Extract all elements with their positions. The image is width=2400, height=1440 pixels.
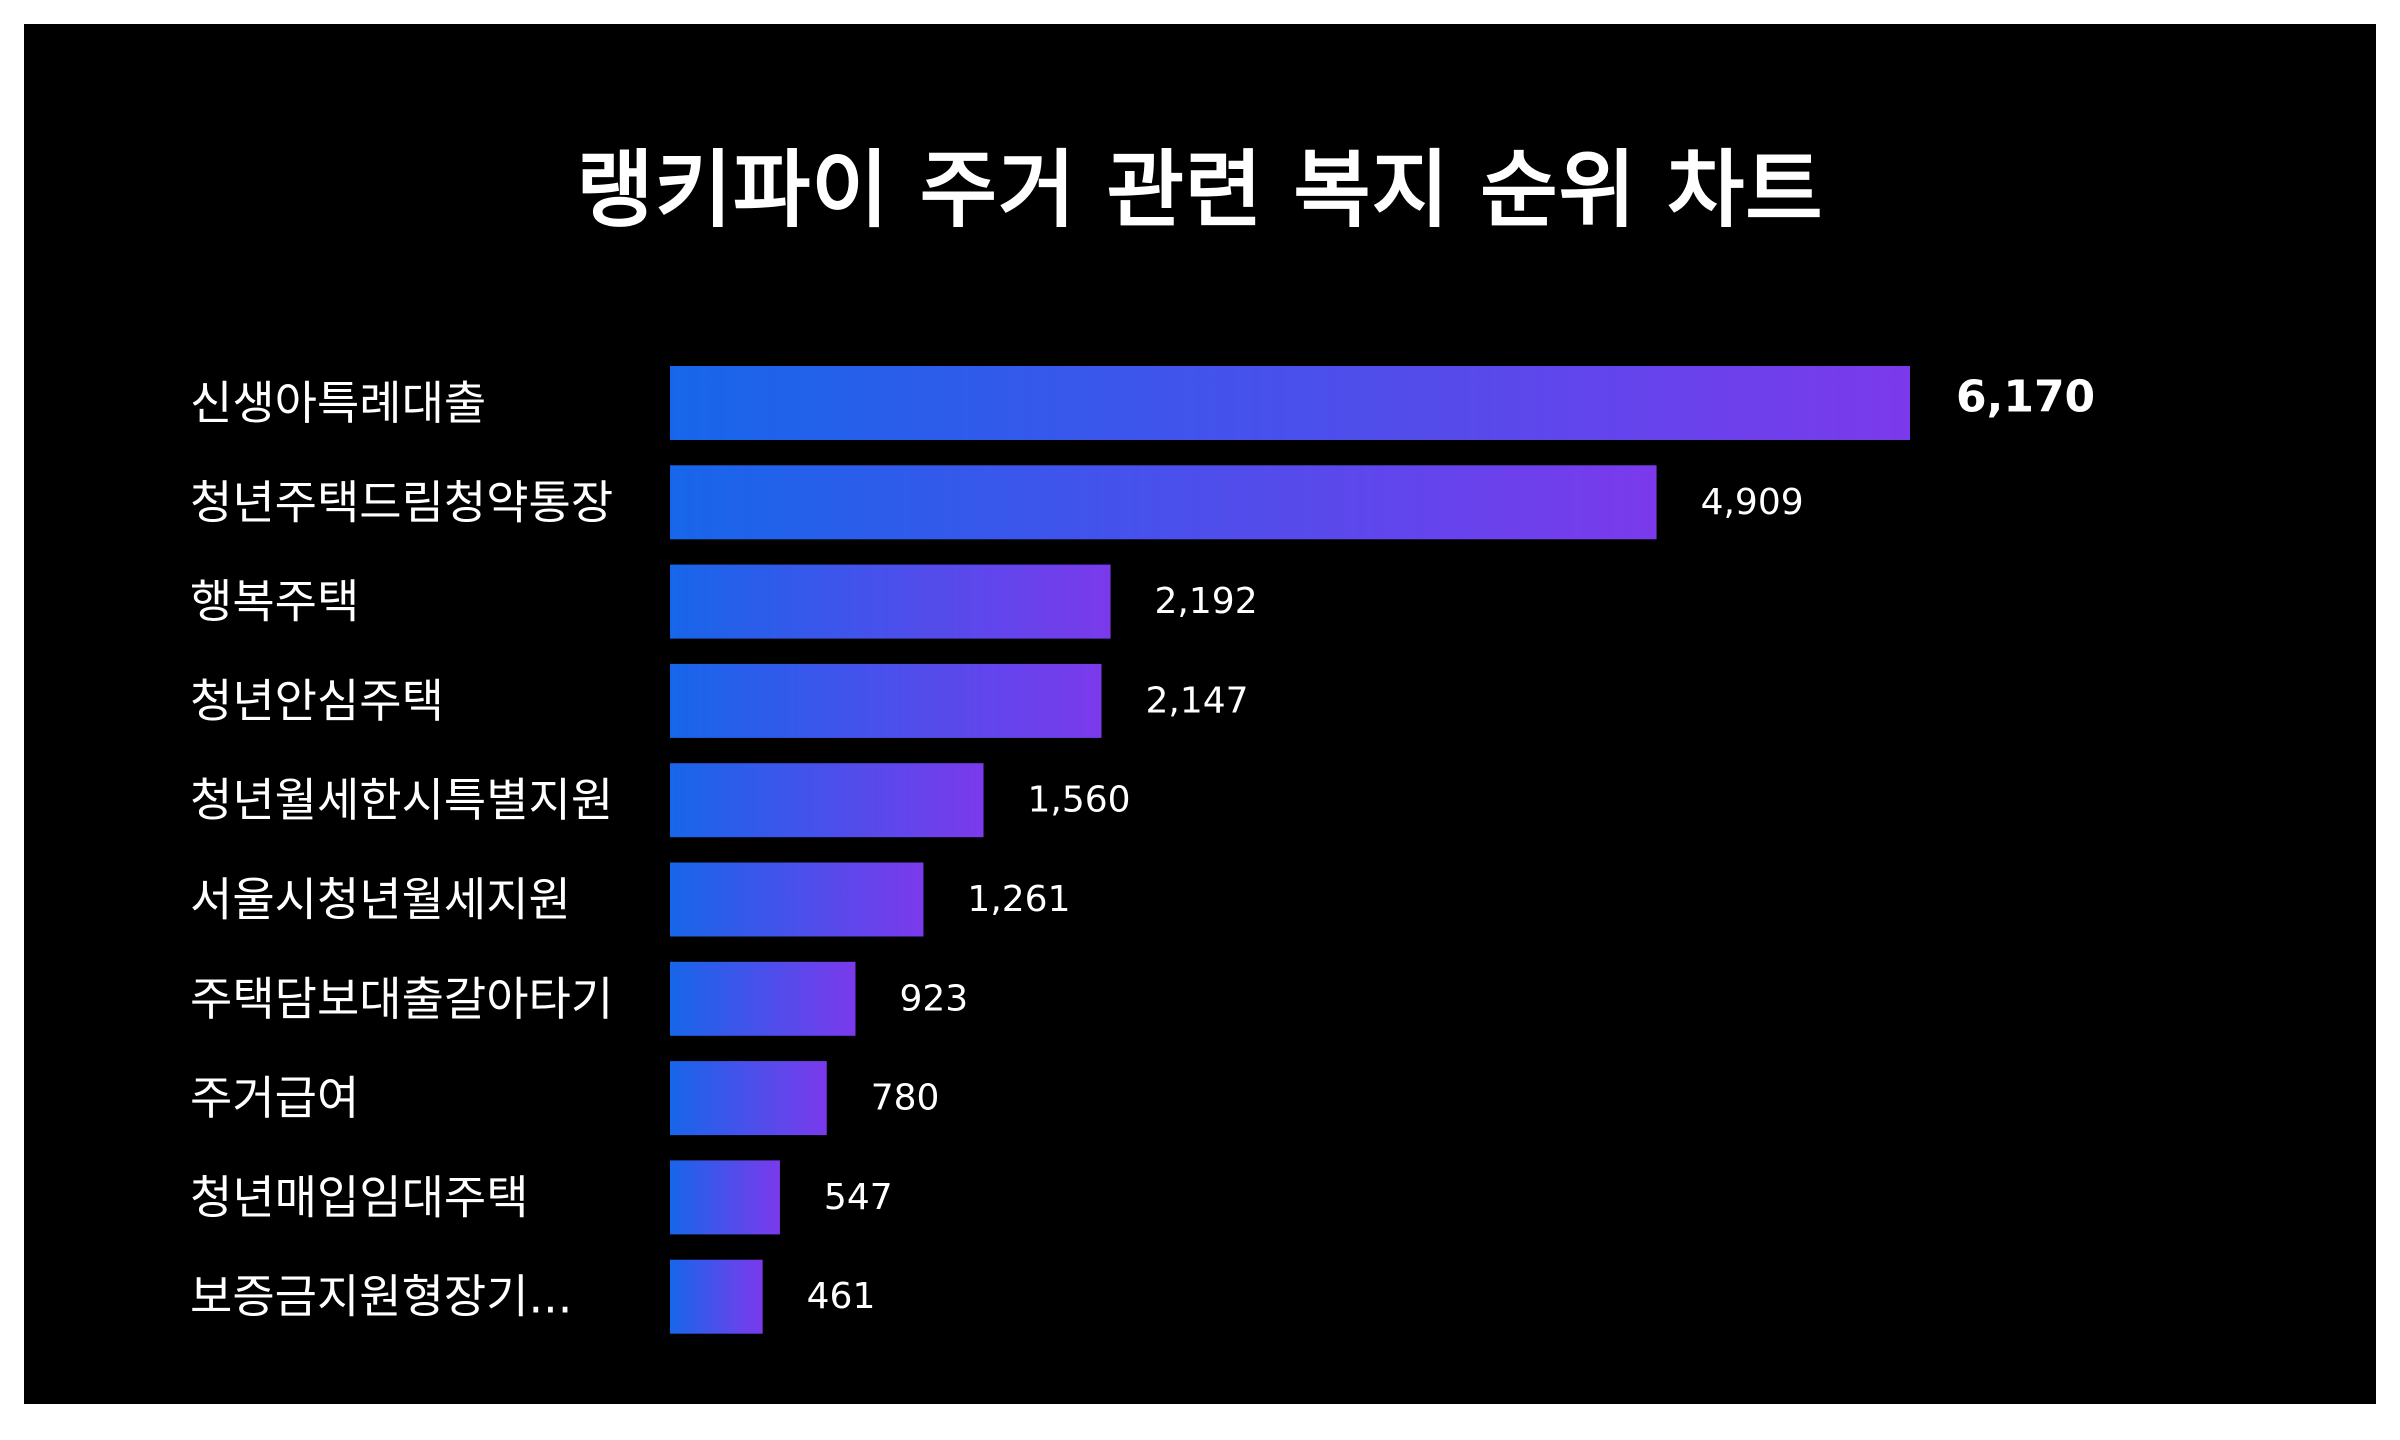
bar: [670, 1259, 763, 1334]
value-label: 461: [807, 1276, 876, 1317]
category-label: 청년월세한시특별지원: [190, 773, 613, 827]
value-label: 547: [824, 1177, 893, 1218]
category-label: 보증금지원형장기...: [190, 1270, 572, 1324]
bar: [670, 1160, 780, 1235]
value-label: 923: [899, 978, 968, 1019]
bar: [670, 663, 1102, 738]
category-label: 주택담보대출갈아타기: [190, 972, 613, 1026]
value-label: 2,147: [1145, 680, 1248, 721]
bar: [670, 862, 924, 937]
bar: [670, 366, 1910, 440]
chart-panel: [24, 24, 2376, 1404]
category-label: 신생아특례대출: [190, 376, 486, 430]
bar: [670, 1061, 827, 1136]
bar: [670, 961, 856, 1036]
bar: [670, 465, 1657, 540]
category-label: 행복주택: [190, 575, 359, 629]
category-label: 서울시청년월세지원: [190, 873, 571, 927]
value-label: 6,170: [1956, 372, 2095, 423]
bar: [670, 763, 984, 838]
bars-layer: 신생아특례대출 6,170 청년주택드림청약통장 4,909 행복주택 2,192 청년안심…: [190, 366, 2095, 1334]
chart-title: 랭키파이 주거 관련 복지 순위 차트: [576, 141, 1824, 239]
value-label: 1,261: [967, 879, 1070, 920]
category-label: 청년주택드림청약통장: [190, 475, 613, 529]
category-label: 청년안심주택: [190, 674, 444, 728]
value-label: 4,909: [1701, 482, 1804, 523]
bar: [670, 564, 1111, 639]
value-label: 1,560: [1028, 780, 1131, 821]
category-label: 주거급여: [190, 1071, 359, 1125]
value-label: 780: [871, 1078, 940, 1119]
category-label: 청년매입임대주택: [190, 1170, 529, 1224]
value-label: 2,192: [1155, 581, 1258, 622]
